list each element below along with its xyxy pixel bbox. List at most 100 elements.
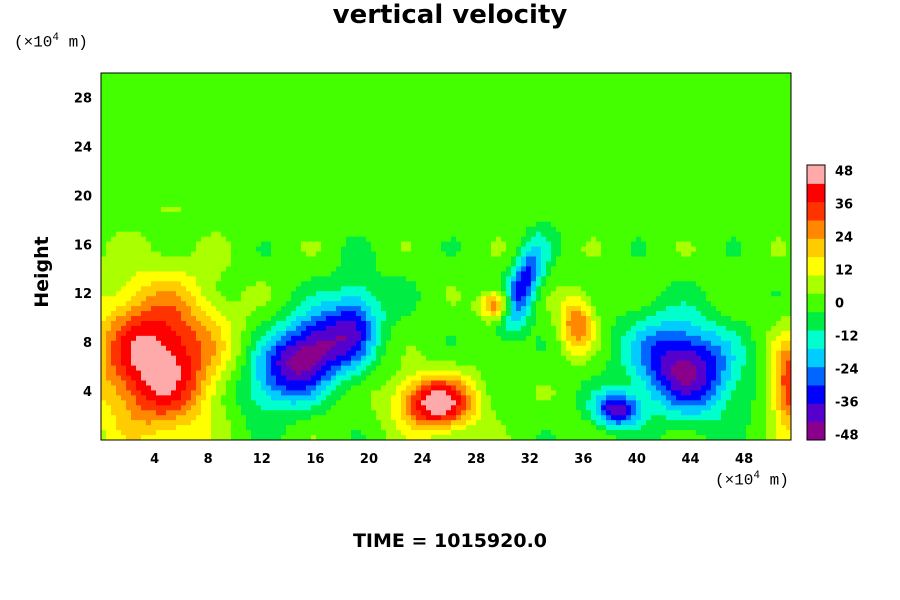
heatmap-cell — [121, 320, 127, 327]
heatmap-cell — [336, 345, 342, 352]
heatmap-cell — [276, 112, 282, 119]
heatmap-cell — [236, 117, 242, 124]
heatmap-cell — [406, 415, 412, 421]
heatmap-cell — [381, 231, 387, 238]
heatmap-cell — [131, 246, 137, 253]
heatmap-cell — [376, 425, 382, 431]
heatmap-cell — [156, 107, 162, 114]
heatmap-cell — [351, 330, 357, 337]
heatmap-cell — [391, 226, 397, 233]
heatmap-cell — [261, 365, 267, 372]
heatmap-cell — [336, 152, 342, 158]
heatmap-cell — [111, 167, 117, 173]
heatmap-cell — [376, 340, 382, 347]
heatmap-cell — [106, 182, 112, 188]
heatmap-cell — [251, 241, 257, 248]
heatmap-cell — [331, 286, 337, 292]
heatmap-cell — [246, 132, 252, 139]
heatmap-cell — [281, 73, 287, 79]
heatmap-cell — [331, 132, 337, 139]
heatmap-cell — [136, 420, 142, 426]
heatmap-cell — [431, 430, 437, 436]
heatmap-cell — [181, 216, 187, 223]
heatmap-cell — [321, 122, 327, 129]
heatmap-cell — [246, 211, 252, 218]
heatmap-cell — [136, 132, 142, 139]
heatmap-cell — [231, 410, 237, 416]
heatmap-cell — [291, 172, 297, 178]
heatmap-cell — [111, 206, 117, 213]
heatmap-cell — [141, 187, 147, 193]
heatmap-cell — [176, 400, 182, 406]
heatmap-cell — [421, 196, 427, 203]
heatmap-cell — [421, 291, 427, 297]
heatmap-cell — [176, 167, 182, 173]
heatmap-cell — [311, 325, 317, 332]
heatmap-cell — [356, 216, 362, 223]
heatmap-cell — [361, 221, 367, 228]
heatmap-cell — [401, 380, 407, 387]
heatmap-cell — [171, 425, 177, 431]
heatmap-cell — [366, 360, 372, 367]
heatmap-cell — [221, 435, 227, 440]
heatmap-cell — [181, 390, 187, 396]
heatmap-cell — [406, 97, 412, 104]
heatmap-cell — [286, 296, 292, 302]
heatmap-cell — [261, 251, 267, 258]
heatmap-cell — [126, 271, 132, 277]
heatmap-cell — [166, 206, 172, 213]
heatmap-cell — [401, 102, 407, 109]
heatmap-cell — [311, 201, 317, 208]
heatmap-cell — [291, 340, 297, 347]
heatmap-cell — [266, 117, 272, 124]
heatmap-cell — [336, 281, 342, 287]
heatmap-cell — [276, 286, 282, 292]
heatmap-cell — [126, 196, 132, 203]
heatmap-cell — [106, 226, 112, 233]
heatmap-cell — [146, 77, 152, 84]
heatmap-cell — [356, 405, 362, 411]
heatmap-cell — [376, 330, 382, 337]
heatmap-cell — [321, 325, 327, 332]
heatmap-cell — [321, 73, 327, 79]
heatmap-cell — [151, 92, 157, 99]
heatmap-cell — [401, 425, 407, 431]
heatmap-cell — [341, 415, 347, 421]
heatmap-cell — [126, 335, 132, 342]
heatmap-cell — [171, 142, 177, 148]
heatmap-cell — [181, 157, 187, 163]
heatmap-cell — [341, 157, 347, 163]
heatmap-cell — [191, 405, 197, 411]
heatmap-cell — [296, 316, 302, 322]
heatmap-cell — [291, 291, 297, 297]
heatmap-cell — [396, 266, 402, 272]
heatmap-cell — [371, 360, 377, 367]
heatmap-cell — [421, 390, 427, 396]
heatmap-cell — [271, 320, 277, 327]
heatmap-cell — [281, 102, 287, 109]
heatmap-cell — [306, 390, 312, 396]
heatmap-cell — [126, 311, 132, 317]
heatmap-cell — [251, 97, 257, 104]
heatmap-cell — [406, 430, 412, 436]
heatmap-cell — [161, 360, 167, 367]
heatmap-cell — [111, 177, 117, 183]
heatmap-cell — [346, 162, 352, 168]
heatmap-cell — [371, 216, 377, 223]
heatmap-cell — [416, 142, 422, 148]
heatmap-cell — [256, 301, 262, 307]
heatmap-cell — [181, 311, 187, 317]
heatmap-cell — [251, 385, 257, 392]
heatmap-cell — [426, 92, 432, 99]
heatmap-cell — [396, 122, 402, 129]
heatmap-cell — [426, 430, 432, 436]
heatmap-cell — [186, 107, 192, 114]
heatmap-cell — [411, 92, 417, 99]
heatmap-cell — [346, 360, 352, 367]
heatmap-cell — [226, 251, 232, 258]
heatmap-cell — [391, 291, 397, 297]
heatmap-cell — [156, 231, 162, 238]
heatmap-cell — [151, 430, 157, 436]
heatmap-cell — [246, 102, 252, 109]
heatmap-cell — [381, 216, 387, 223]
